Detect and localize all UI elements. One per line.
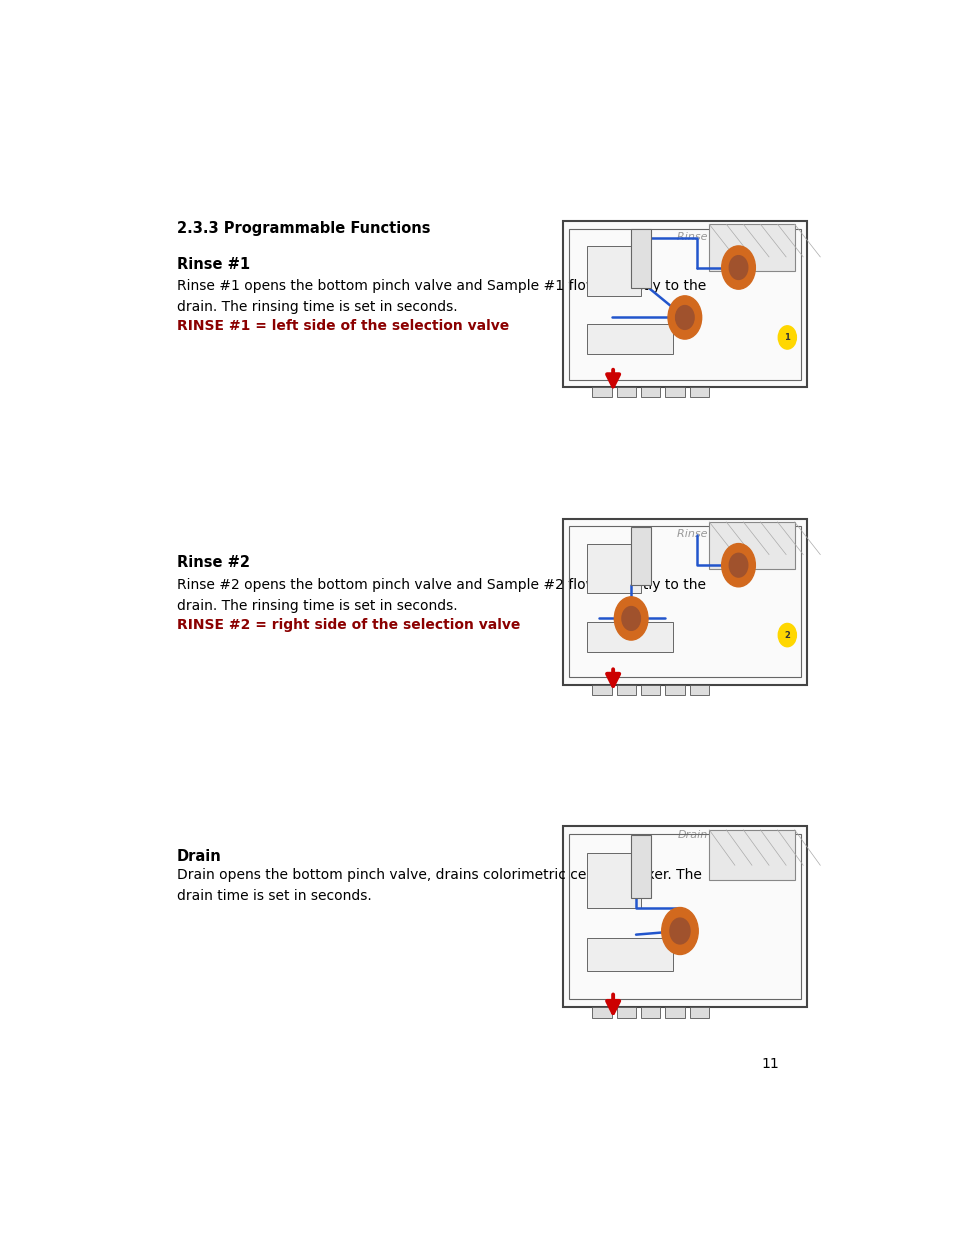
FancyBboxPatch shape — [640, 1007, 659, 1018]
Text: Drain opens the bottom pinch valve, drains colorimetric cell and mixer. The
drai: Drain opens the bottom pinch valve, drai… — [176, 868, 701, 903]
FancyBboxPatch shape — [616, 388, 636, 398]
Text: 2.3.3 Programmable Functions: 2.3.3 Programmable Functions — [176, 221, 430, 236]
Circle shape — [675, 305, 694, 330]
FancyBboxPatch shape — [689, 685, 708, 695]
FancyBboxPatch shape — [616, 685, 636, 695]
Circle shape — [614, 597, 647, 640]
Circle shape — [778, 326, 796, 350]
FancyBboxPatch shape — [592, 1007, 611, 1018]
FancyBboxPatch shape — [708, 225, 794, 270]
Text: RINSE #1 = left side of the selection valve: RINSE #1 = left side of the selection va… — [176, 320, 509, 333]
Text: Rinse #2: Rinse #2 — [176, 556, 250, 571]
FancyBboxPatch shape — [587, 246, 640, 296]
FancyBboxPatch shape — [708, 830, 794, 881]
FancyBboxPatch shape — [587, 543, 640, 594]
FancyBboxPatch shape — [592, 685, 611, 695]
FancyBboxPatch shape — [631, 230, 650, 288]
FancyBboxPatch shape — [592, 388, 611, 398]
Text: Drain: Drain — [176, 848, 221, 864]
FancyBboxPatch shape — [631, 835, 650, 899]
Text: Drain: Drain — [677, 830, 707, 840]
FancyBboxPatch shape — [562, 519, 806, 685]
FancyBboxPatch shape — [708, 522, 794, 568]
Text: Rinse 1: Rinse 1 — [677, 232, 718, 242]
Circle shape — [667, 296, 701, 340]
Text: RINSE #2 = right side of the selection valve: RINSE #2 = right side of the selection v… — [176, 618, 519, 632]
FancyBboxPatch shape — [664, 1007, 684, 1018]
Circle shape — [621, 606, 639, 630]
Circle shape — [728, 256, 747, 279]
FancyBboxPatch shape — [664, 685, 684, 695]
FancyBboxPatch shape — [562, 826, 806, 1007]
FancyBboxPatch shape — [587, 939, 672, 971]
FancyBboxPatch shape — [640, 685, 659, 695]
FancyBboxPatch shape — [562, 221, 806, 388]
Circle shape — [728, 553, 747, 577]
Circle shape — [661, 908, 698, 955]
FancyBboxPatch shape — [640, 388, 659, 398]
Text: Rinse 2: Rinse 2 — [677, 529, 718, 538]
FancyBboxPatch shape — [631, 527, 650, 585]
FancyBboxPatch shape — [689, 1007, 708, 1018]
Circle shape — [721, 246, 755, 289]
FancyBboxPatch shape — [664, 388, 684, 398]
FancyBboxPatch shape — [587, 621, 672, 652]
Text: Rinse #1 opens the bottom pinch valve and Sample #1 flows directly to the
drain.: Rinse #1 opens the bottom pinch valve an… — [176, 279, 705, 314]
Text: Rinse #2 opens the bottom pinch valve and Sample #2 flows directly to the
drain.: Rinse #2 opens the bottom pinch valve an… — [176, 578, 705, 613]
FancyBboxPatch shape — [587, 324, 672, 354]
Text: 1: 1 — [783, 333, 789, 342]
FancyBboxPatch shape — [616, 1007, 636, 1018]
Circle shape — [778, 624, 796, 647]
Text: Rinse #1: Rinse #1 — [176, 257, 250, 272]
Circle shape — [721, 543, 755, 587]
FancyBboxPatch shape — [587, 853, 640, 908]
Circle shape — [669, 918, 689, 944]
FancyBboxPatch shape — [689, 388, 708, 398]
Text: 11: 11 — [760, 1057, 778, 1071]
Text: 2: 2 — [783, 631, 789, 640]
